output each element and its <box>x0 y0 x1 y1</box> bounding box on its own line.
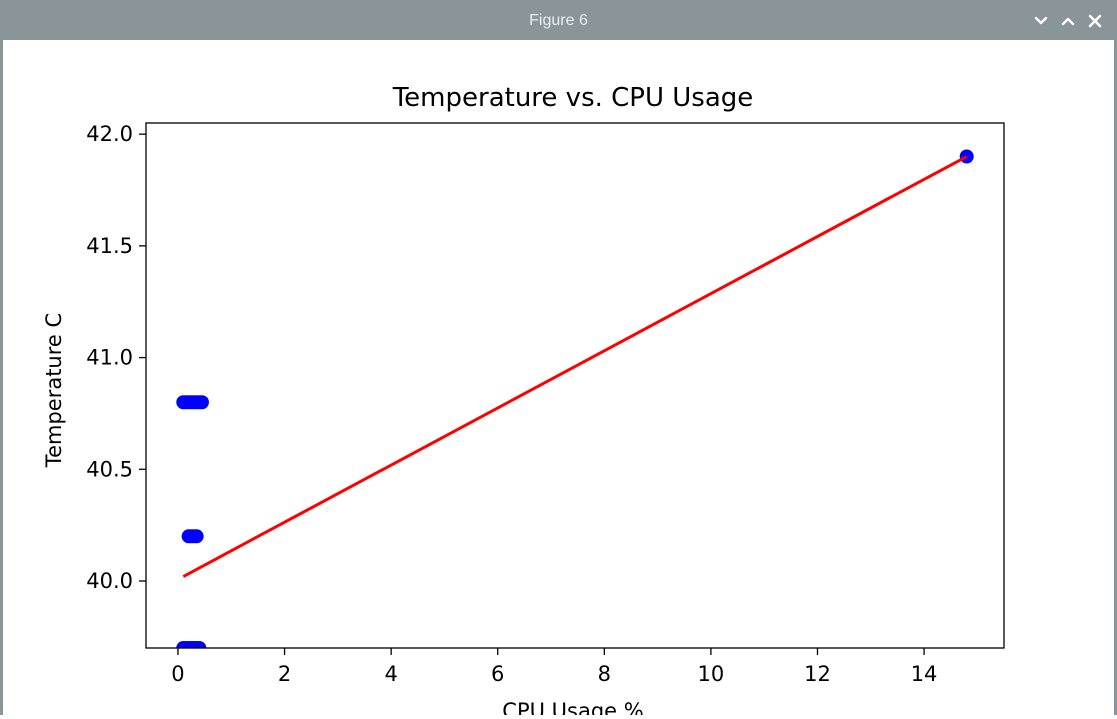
chevron-up-icon <box>1061 17 1075 26</box>
y-tick-label: 40.5 <box>86 457 133 481</box>
close-button[interactable] <box>1084 8 1106 34</box>
x-tick-label: 6 <box>491 662 504 686</box>
window-border-right <box>1114 40 1117 715</box>
maximize-button[interactable] <box>1057 8 1079 34</box>
y-tick-label: 41.5 <box>86 234 133 258</box>
regression-line <box>182 155 968 578</box>
close-icon <box>1088 14 1102 28</box>
x-tick-label: 12 <box>804 662 831 686</box>
scatter-point <box>189 529 204 544</box>
y-tick-label: 41.0 <box>86 346 133 370</box>
chart: Temperature vs. CPU Usage Temperature C … <box>42 83 1005 719</box>
window-border-left <box>0 40 3 715</box>
x-tick-label: 0 <box>171 662 184 686</box>
x-tick-label: 14 <box>911 662 938 686</box>
minimize-button[interactable] <box>1030 8 1052 34</box>
y-tick-label: 42.0 <box>86 122 133 146</box>
plot-area-frame <box>145 122 1005 649</box>
figure-canvas: Temperature vs. CPU Usage Temperature C … <box>3 40 1114 719</box>
chart-title: Temperature vs. CPU Usage <box>392 83 754 113</box>
y-tick-label: 40.0 <box>86 569 133 593</box>
scatter-point <box>194 395 209 410</box>
scatter-point <box>192 641 207 648</box>
chevron-down-icon <box>1034 16 1048 25</box>
y-axis-label: Temperature C <box>42 313 66 468</box>
x-tick-label: 2 <box>278 662 291 686</box>
x-tick-label: 8 <box>598 662 611 686</box>
x-axis-label: CPU Usage % <box>502 699 643 715</box>
x-tick-label: 4 <box>384 662 397 686</box>
window-title: Figure 6 <box>529 12 588 29</box>
x-tick-label: 10 <box>698 662 725 686</box>
title-bar[interactable]: Figure 6 <box>0 0 1117 40</box>
